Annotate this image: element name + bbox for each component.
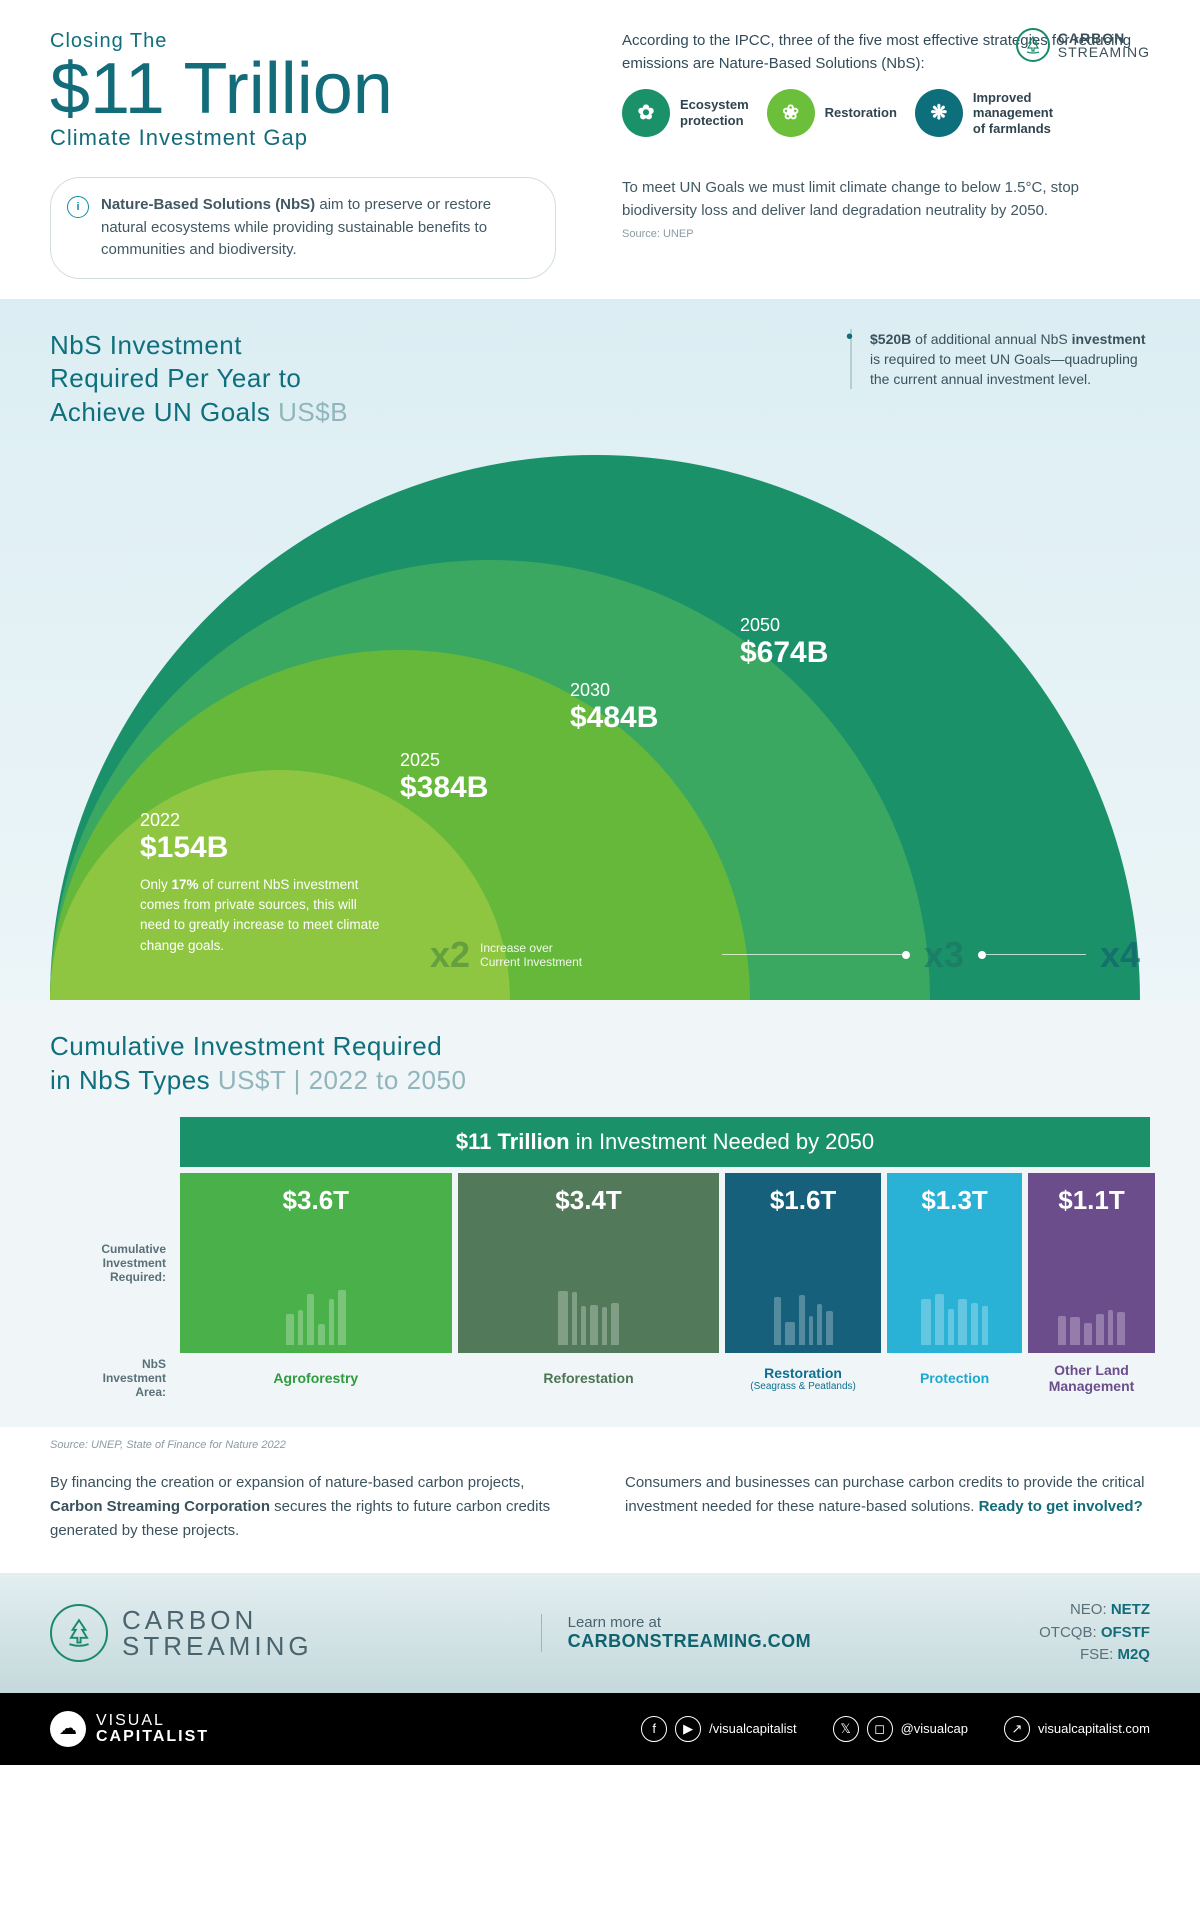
ring-label: 2030$484B (570, 680, 658, 735)
strategy-icon: ❋ (915, 89, 963, 137)
row-label-area: NbS Investment Area: (50, 1353, 166, 1403)
facebook-icon[interactable]: f (641, 1716, 667, 1742)
ring-label: 2050$674B (740, 615, 828, 670)
hero-title: $11 Trillion (50, 55, 578, 123)
cta-link[interactable]: Ready to get involved? (979, 1498, 1143, 1515)
bars-banner: $11 Trillion in Investment Needed by 205… (180, 1117, 1150, 1167)
instagram-icon[interactable]: ◻ (867, 1716, 893, 1742)
bar-label: Protection (887, 1353, 1023, 1403)
row-label-investment: Cumulative Investment Required: (50, 1173, 166, 1353)
hero-subline: Climate Investment Gap (50, 125, 578, 151)
goals-source: Source: UNEP (622, 226, 1150, 243)
bar-cell: $1.1T Other Land Management (1028, 1173, 1154, 1403)
bar-cell: $3.6T Agroforestry (180, 1173, 452, 1403)
un-goals-text: To meet UN Goals we must limit climate c… (622, 177, 1150, 222)
source-citation: Source: UNEP, State of Finance for Natur… (0, 1427, 1200, 1463)
tree-icon (1016, 28, 1050, 62)
ring-label: 2022$154BOnly 17% of current NbS investm… (140, 810, 390, 956)
strategy-item: ✿Ecosystem protection (622, 89, 749, 137)
investment-callout: $520B of additional annual NbS investmen… (850, 329, 1150, 390)
blurb-right: Consumers and businesses can purchase ca… (625, 1471, 1150, 1543)
twitter-icon[interactable]: 𝕏 (833, 1716, 859, 1742)
brand-name: CARBONSTREAMING (1058, 31, 1150, 59)
tree-icon (50, 1604, 108, 1662)
learn-more: Learn more at CARBONSTREAMING.COM (541, 1614, 812, 1652)
footer-logo: CARBONSTREAMING (50, 1604, 313, 1662)
visual-capitalist-logo: ☁ VISUALCAPITALIST (50, 1711, 209, 1747)
bar-value: $1.6T (725, 1173, 880, 1353)
strategy-icon: ✿ (622, 89, 670, 137)
brand-logo-top: CARBONSTREAMING (1016, 28, 1150, 62)
strategy-item: ❀Restoration (767, 89, 897, 137)
social-handle-fb: /visualcapitalist (709, 1721, 796, 1736)
ring-label: 2025$384B (400, 750, 488, 805)
social-handle-tw: @visualcap (901, 1721, 968, 1736)
blurb-left: By financing the creation or expansion o… (50, 1471, 575, 1543)
vc-site: visualcapitalist.com (1038, 1721, 1150, 1736)
link-icon[interactable]: ↗ (1004, 1716, 1030, 1742)
bar-label: Other Land Management (1028, 1353, 1154, 1403)
bar-cell: $1.3T Protection (887, 1173, 1023, 1403)
cloud-icon: ☁ (50, 1711, 86, 1747)
bar-value: $3.6T (180, 1173, 452, 1353)
bar-cell: $3.4T Reforestation (458, 1173, 720, 1403)
stock-tickers: NEO: NETZOTCQB: OFSTFFSE: M2Q (1039, 1599, 1150, 1667)
strategy-item: ❋Improved management of farmlands (915, 89, 1053, 137)
bar-cell: $1.6T Restoration (Seagrass & Peatlands) (725, 1173, 880, 1403)
strategy-icon: ❀ (767, 89, 815, 137)
multiplier-row: x2 Increase over Current Investment x3 x… (430, 934, 1150, 976)
bars-chart-title: Cumulative Investment Required in NbS Ty… (50, 1030, 1150, 1098)
bar-value: $1.3T (887, 1173, 1023, 1353)
nbs-definition-box: Nature-Based Solutions (NbS) Nature-Base… (50, 177, 556, 279)
bar-label: Reforestation (458, 1353, 720, 1403)
bar-label: Agroforestry (180, 1353, 452, 1403)
bar-value: $1.1T (1028, 1173, 1154, 1353)
bar-label: Restoration (Seagrass & Peatlands) (725, 1353, 880, 1403)
domain-link[interactable]: CARBONSTREAMING.COM (568, 1631, 812, 1652)
bar-value: $3.4T (458, 1173, 720, 1353)
youtube-icon[interactable]: ▶ (675, 1716, 701, 1742)
